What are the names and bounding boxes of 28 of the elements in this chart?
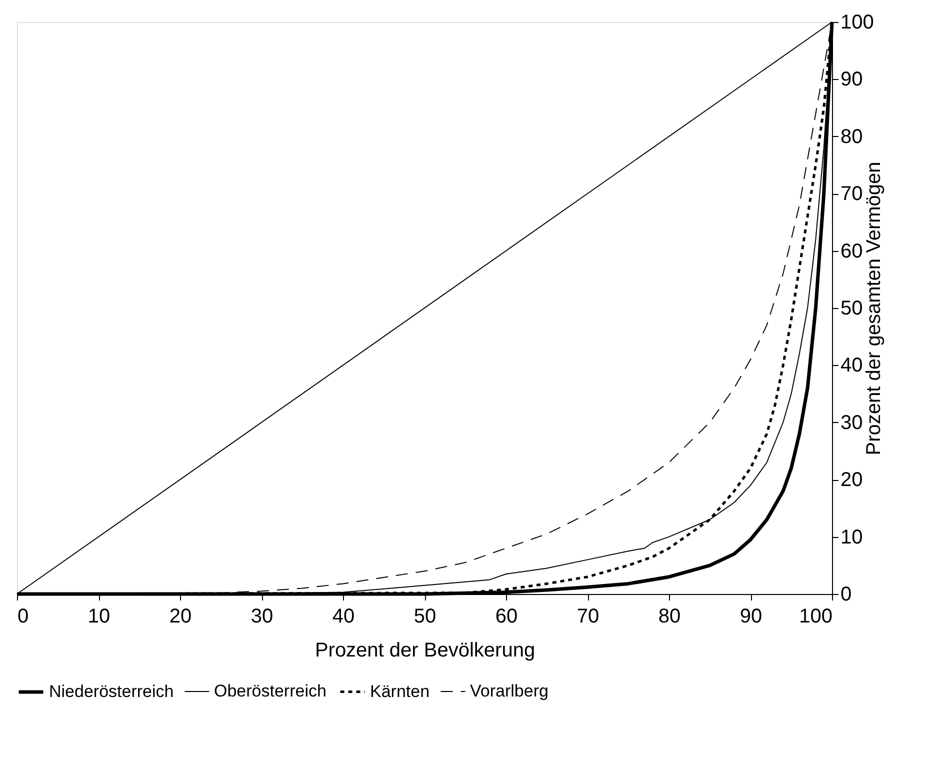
- y-tick-label: 40: [840, 354, 863, 377]
- y-tick-label: 0: [840, 584, 852, 606]
- y-tick-label: 90: [840, 68, 863, 91]
- legend-label: Kärnten: [370, 682, 430, 701]
- x-tick-label: 0: [18, 606, 29, 628]
- y-tick-label: 10: [840, 526, 863, 548]
- y-tick-label: 20: [840, 469, 863, 492]
- y-tick-label: 60: [840, 240, 863, 262]
- x-tick-label: 60: [495, 606, 518, 628]
- x-tick-label: 50: [414, 606, 436, 628]
- y-tick-label: 100: [840, 12, 874, 34]
- y-tick-label: 80: [840, 126, 863, 148]
- x-axis-title: Prozent der Bevölkerung: [314, 640, 536, 662]
- legend-label: Niederösterreich: [49, 682, 174, 701]
- y-axis-title: Prozent der gesamten Vermögen: [862, 162, 885, 456]
- y-tick-label: 70: [840, 183, 863, 206]
- x-tick-label: 100: [799, 606, 832, 628]
- y-tick-label: 50: [840, 298, 863, 320]
- x-tick-label: 20: [169, 606, 192, 628]
- x-tick-label: 70: [576, 606, 600, 628]
- legend-label: Oberösterreich: [214, 682, 326, 700]
- y-tick-label: 30: [840, 412, 863, 434]
- x-tick-label: 40: [332, 606, 355, 628]
- x-tick-label: 90: [740, 606, 762, 628]
- x-tick-label: 80: [658, 606, 681, 628]
- x-tick-label: 10: [88, 606, 110, 628]
- x-tick-label: 30: [250, 606, 274, 628]
- legend-label: Vorarlberg: [470, 682, 548, 700]
